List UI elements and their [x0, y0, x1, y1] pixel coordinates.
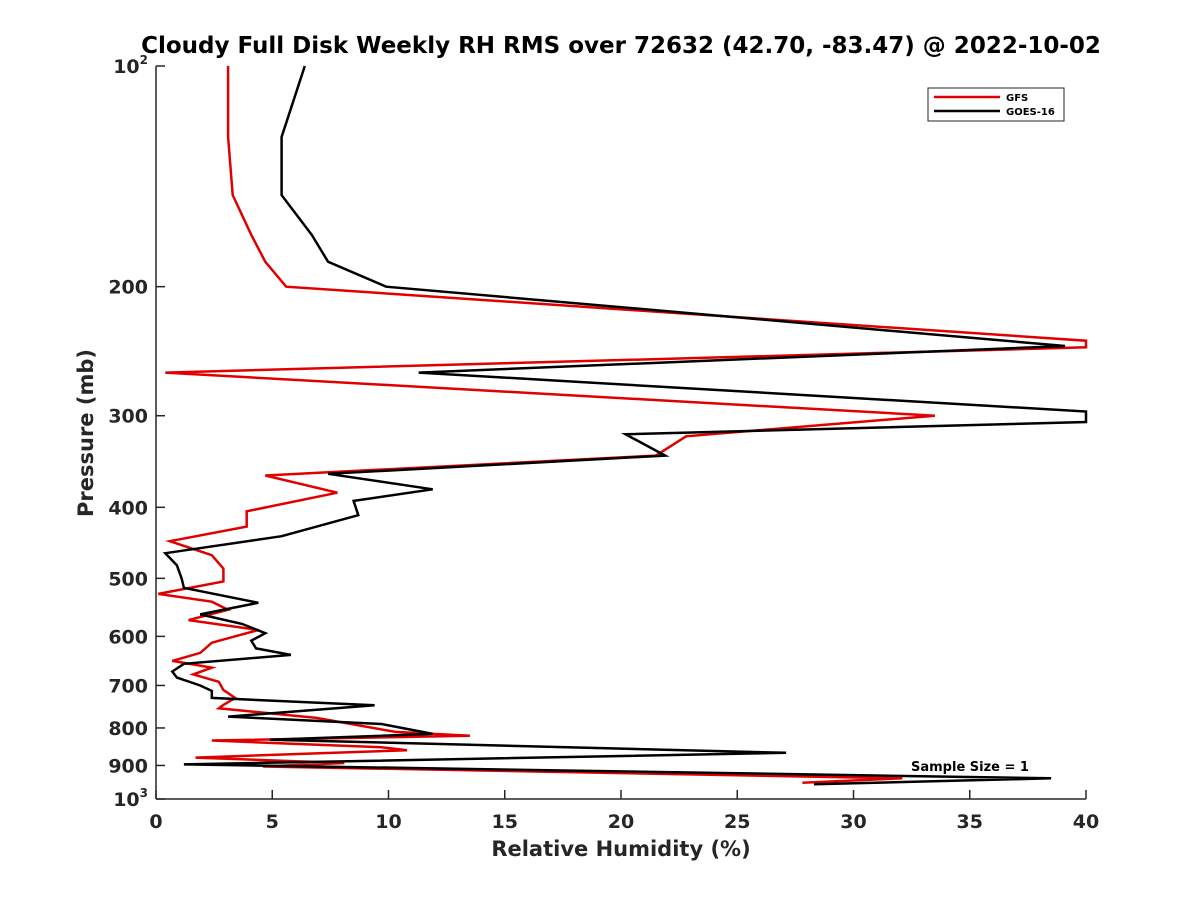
- legend: GFS GOES-16: [927, 87, 1065, 122]
- x-tick-label: 10: [375, 811, 401, 833]
- y-tick-label: 500: [108, 568, 148, 590]
- y-tick-base: 400: [108, 497, 148, 519]
- series-line-goes-16: [162, 65, 1088, 786]
- x-tick-label: 5: [266, 811, 279, 833]
- legend-label-gfs: GFS: [1006, 93, 1028, 104]
- legend-label-goes16: GOES-16: [1006, 107, 1055, 118]
- y-tick-label: 400: [108, 497, 148, 519]
- x-tick-label: 0: [149, 811, 162, 833]
- y-tick-base: 700: [108, 675, 148, 697]
- plot-area: [156, 66, 1086, 799]
- y-tick-base: 900: [108, 755, 148, 777]
- y-tick-label: 800: [108, 718, 148, 740]
- y-tick-label: 102: [113, 53, 148, 78]
- x-tick-label: 40: [1073, 811, 1099, 833]
- x-tick-label: 15: [492, 811, 518, 833]
- x-axis-ticks: 0 5 10 15 20 25 30 35 40: [149, 790, 1099, 833]
- y-tick-base: 200: [108, 277, 148, 299]
- y-axis-label: Pressure (mb): [74, 349, 98, 517]
- y-tick-label: 103: [113, 786, 148, 811]
- y-tick-base: 800: [108, 718, 148, 740]
- x-tick-label: 30: [840, 811, 866, 833]
- series-line-gfs: [158, 66, 1088, 784]
- x-tick-label: 20: [608, 811, 634, 833]
- x-axis-label: Relative Humidity (%): [491, 837, 750, 861]
- y-tick-label: 300: [108, 406, 148, 428]
- y-tick-label: 200: [108, 277, 148, 299]
- y-tick-base: 10: [113, 789, 139, 811]
- y-tick-label: 600: [108, 626, 148, 648]
- y-tick-base: 10: [113, 56, 139, 78]
- y-tick-label: 700: [108, 675, 148, 697]
- y-tick-exponent: 3: [140, 786, 148, 800]
- y-tick-base: 300: [108, 406, 148, 428]
- chart-title: Cloudy Full Disk Weekly RH RMS over 7263…: [141, 33, 1101, 59]
- y-tick-base: 500: [108, 568, 148, 590]
- y-tick-label: 900: [108, 755, 148, 777]
- y-tick-base: 600: [108, 626, 148, 648]
- y-tick-exponent: 2: [140, 53, 148, 67]
- legend-box: [927, 87, 1065, 122]
- x-tick-label: 25: [724, 811, 750, 833]
- series-layer: [158, 65, 1088, 786]
- sample-size-annotation: Sample Size = 1: [911, 760, 1029, 775]
- x-tick-label: 35: [957, 811, 983, 833]
